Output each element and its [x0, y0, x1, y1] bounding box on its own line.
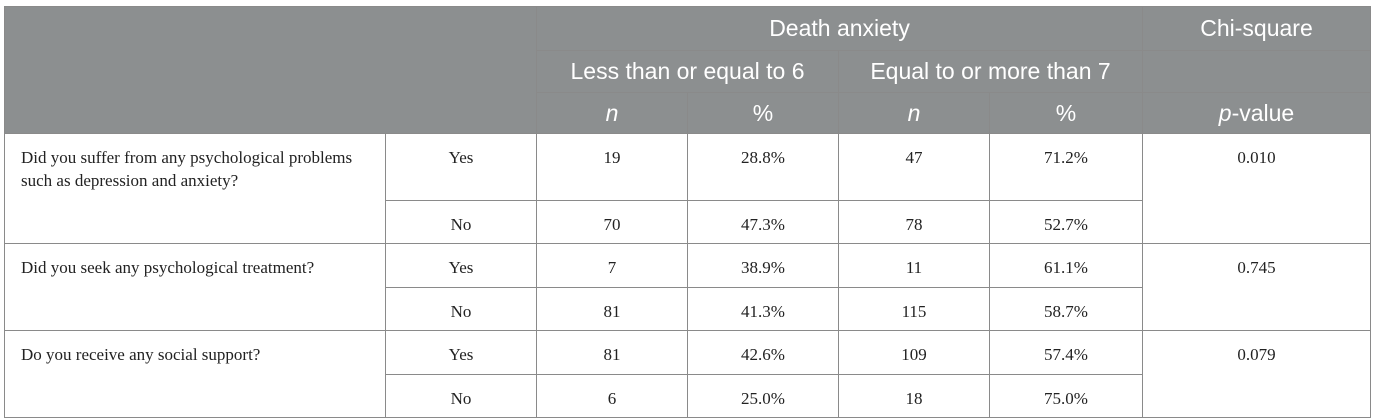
table-row: Do you receive any social support? Yes 8…: [4, 330, 1372, 418]
answer-cell: Yes: [385, 330, 537, 375]
pct-high-cell: 57.4%: [988, 330, 1144, 375]
n-high-cell: 11: [838, 243, 990, 288]
question-cell: Did you seek any psychological treatment…: [4, 243, 386, 331]
answer-cell: Yes: [385, 243, 537, 288]
pct-low-cell: 41.3%: [687, 287, 839, 331]
n-low-cell: 6: [536, 374, 688, 418]
header-chi-square: Chi-square: [1142, 6, 1372, 51]
n-low-cell: 81: [536, 330, 688, 375]
pct-low-cell: 25.0%: [687, 374, 839, 418]
pct-high-cell: 52.7%: [988, 200, 1144, 244]
header-pct-low: %: [687, 92, 839, 134]
table-row: Did you suffer from any psychological pr…: [4, 133, 1372, 244]
results-table: Death anxiety Chi-square Less than or eq…: [4, 6, 1372, 418]
pct-low-cell: 47.3%: [687, 200, 839, 244]
pct-high-cell: 75.0%: [988, 374, 1144, 418]
pct-high-cell: 58.7%: [988, 287, 1144, 331]
pct-low-cell: 28.8%: [687, 133, 839, 201]
n-high-cell: 78: [838, 200, 990, 244]
header-n-low: n: [536, 92, 688, 134]
header-p-value: p-value: [1142, 92, 1372, 134]
n-high-cell: 47: [838, 133, 990, 201]
question-cell: Do you receive any social support?: [4, 330, 386, 418]
header-p-letter: p: [1218, 99, 1232, 126]
answer-cell: No: [385, 287, 537, 331]
n-high-cell: 18: [838, 374, 990, 418]
table-body: Did you suffer from any psychological pr…: [4, 133, 1372, 418]
table-header: Death anxiety Chi-square Less than or eq…: [4, 6, 1372, 134]
header-pct-high: %: [988, 92, 1144, 134]
answer-cell: Yes: [385, 133, 537, 201]
n-high-cell: 109: [838, 330, 990, 375]
p-value-cell: 0.010: [1142, 133, 1372, 244]
answer-cell: No: [385, 200, 537, 244]
pct-low-cell: 42.6%: [687, 330, 839, 375]
question-cell: Did you suffer from any psychological pr…: [4, 133, 386, 244]
header-n-high: n: [838, 92, 990, 134]
header-blank-cell: [4, 6, 537, 134]
header-p-suffix: -value: [1231, 99, 1295, 126]
p-value-cell: 0.745: [1142, 243, 1372, 331]
header-less-equal-6: Less than or equal to 6: [536, 50, 839, 93]
table-row: No 6 25.0% 18 75.0%: [5, 374, 1371, 418]
n-high-cell: 115: [838, 287, 990, 331]
n-low-cell: 19: [536, 133, 688, 201]
header-equal-more-7: Equal to or more than 7: [837, 50, 1144, 93]
header-death-anxiety: Death anxiety: [535, 6, 1144, 51]
n-low-cell: 81: [536, 287, 688, 331]
pct-high-cell: 61.1%: [988, 243, 1144, 288]
pct-low-cell: 38.9%: [687, 243, 839, 288]
table-row: No 81 41.3% 115 58.7%: [5, 287, 1371, 331]
answer-cell: No: [385, 374, 537, 418]
n-low-cell: 7: [536, 243, 688, 288]
header-chi-blank: [1142, 50, 1372, 93]
n-low-cell: 70: [536, 200, 688, 244]
pct-high-cell: 71.2%: [988, 133, 1144, 201]
p-value-cell: 0.079: [1142, 330, 1372, 418]
table-row: Did you seek any psychological treatment…: [4, 243, 1372, 331]
table-row: No 70 47.3% 78 52.7%: [5, 200, 1371, 244]
